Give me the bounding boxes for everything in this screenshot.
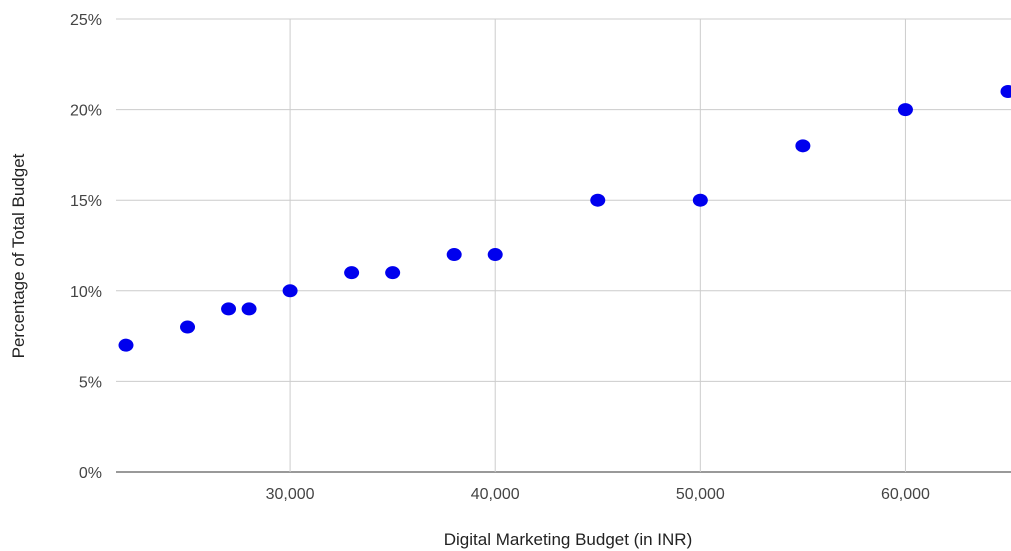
data-point	[1000, 84, 1011, 98]
data-point	[590, 193, 606, 207]
data-point	[344, 266, 360, 280]
x-tick-label: 60,000	[881, 486, 930, 503]
data-point	[692, 193, 708, 207]
data-point	[180, 320, 196, 334]
y-tick-label: 25%	[70, 12, 102, 29]
y-tick-label: 5%	[79, 374, 102, 391]
data-point	[118, 338, 134, 352]
data-points	[118, 84, 1011, 352]
data-point	[446, 248, 462, 262]
grid-lines	[116, 18, 1011, 473]
data-point	[487, 248, 503, 262]
x-tick-label: 50,000	[676, 486, 725, 503]
y-tick-label: 20%	[70, 103, 102, 120]
y-axis-title: Percentage of Total Budget	[9, 153, 28, 358]
data-point	[385, 266, 401, 280]
y-tick-label: 10%	[70, 284, 102, 301]
x-tick-label: 30,000	[266, 486, 315, 503]
data-point	[897, 103, 913, 117]
data-point	[282, 284, 298, 298]
data-point	[795, 139, 811, 153]
data-point	[221, 302, 237, 316]
x-axis-title: Digital Marketing Budget (in INR)	[444, 530, 692, 549]
y-tick-label: 0%	[79, 465, 102, 482]
y-tick-label: 15%	[70, 193, 102, 210]
x-tick-label: 40,000	[471, 486, 520, 503]
tick-labels: 0% 5% 10% 15% 20% 25% 30,000 40,000 50,000 60,000	[70, 12, 930, 503]
data-point	[241, 302, 257, 316]
